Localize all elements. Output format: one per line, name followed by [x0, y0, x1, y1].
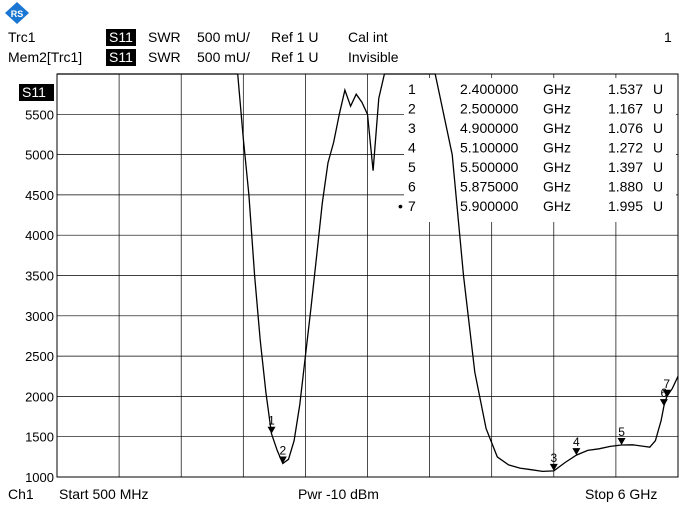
marker-number-label: 4: [573, 435, 580, 449]
markers: 1 2 3 4 5 67: [267, 377, 671, 471]
marker-frequency-unit: GHz: [543, 140, 571, 156]
marker-value: 1.272: [608, 140, 643, 156]
marker-frequency-unit: GHz: [543, 159, 571, 175]
marker-frequency: 4.900000: [460, 120, 519, 136]
marker-number-label: 2: [279, 444, 286, 458]
y-tick-label: 5000: [25, 148, 54, 163]
marker-triangle: [617, 438, 626, 446]
marker-value-unit: U: [653, 81, 663, 97]
marker-value-unit: U: [653, 179, 663, 195]
y-tick-label: 2500: [25, 349, 54, 364]
marker-table-background: [404, 78, 676, 222]
marker-frequency-unit: GHz: [543, 198, 571, 214]
marker-table: 1 2.400000 GHz 1.537 U 2 2.500000 GHz 1.167 U 3 4.9…: [398, 78, 676, 222]
marker-frequency-unit: GHz: [543, 120, 571, 136]
svg-text:RS: RS: [11, 9, 24, 19]
y-tick-label: 2000: [25, 389, 54, 404]
memory-param-badge: S11: [106, 49, 136, 66]
marker-number: 7: [408, 198, 416, 214]
power-level: Pwr -10 dBm: [298, 486, 379, 502]
stop-frequency: Stop 6 GHz: [585, 486, 658, 502]
y-tick-label: 1500: [25, 430, 54, 445]
marker-value: 1.397: [608, 159, 643, 175]
trace-format: SWR: [148, 29, 181, 45]
marker-frequency-unit: GHz: [543, 81, 571, 97]
marker-number: 4: [408, 140, 416, 156]
y-tick-label: 4500: [25, 188, 54, 203]
marker-number: 6: [408, 179, 416, 195]
marker-value-unit: U: [653, 140, 663, 156]
marker-triangle: [659, 399, 668, 407]
y-tick-label: 4000: [25, 228, 54, 243]
cal-status: Cal int: [348, 29, 388, 45]
marker-number: 5: [408, 159, 416, 175]
marker-value: 1.995: [608, 198, 643, 214]
y-tick-label: 3500: [25, 269, 54, 284]
marker-triangle: [549, 463, 558, 471]
marker-number-label: 6: [661, 386, 668, 400]
memory-trace-name: Mem2[Trc1]: [8, 49, 83, 65]
marker-frequency: 5.875000: [460, 179, 519, 195]
y-axis-ticks: 5500 5000 4500 4000 3500 3000 2500 2000 1500 1000: [25, 107, 54, 485]
marker-number: 1: [408, 81, 416, 97]
marker-triangle: [572, 448, 581, 456]
memory-ref: Ref 1 U: [271, 49, 319, 65]
marker-frequency: 2.400000: [460, 81, 519, 97]
y-tick-label: 1000: [25, 470, 54, 485]
trace-label-badge: S11: [19, 84, 54, 101]
s11-trace-line: [57, 73, 679, 473]
marker-number: 2: [408, 101, 416, 117]
start-frequency: Start 500 MHz: [59, 486, 149, 502]
trace-name: Trc1: [8, 29, 36, 45]
marker-value: 1.167: [608, 101, 643, 117]
marker-triangle: [278, 456, 287, 464]
marker-value: 1.880: [608, 179, 643, 195]
marker-frequency-unit: GHz: [543, 101, 571, 117]
marker-frequency-unit: GHz: [543, 179, 571, 195]
active-marker-dot: •: [398, 198, 403, 214]
trace-param-badge: S11: [106, 29, 136, 46]
marker-number-label: 5: [618, 425, 625, 439]
marker-frequency: 5.100000: [460, 140, 519, 156]
memory-format: SWR: [148, 49, 181, 65]
memory-visibility: Invisible: [348, 49, 399, 65]
marker-value-unit: U: [653, 101, 663, 117]
marker-value-unit: U: [653, 120, 663, 136]
rohde-schwarz-logo-icon: RS: [5, 2, 29, 24]
marker-frequency: 5.500000: [460, 159, 519, 175]
marker-frequency: 5.900000: [460, 198, 519, 214]
marker-number: 3: [408, 120, 416, 136]
channel-number: 1: [664, 29, 672, 45]
marker-triangle: [662, 389, 671, 397]
y-tick-label: 3000: [25, 309, 54, 324]
marker-value: 1.076: [608, 120, 643, 136]
marker-triangle: [267, 426, 276, 434]
marker-number-label: 7: [663, 377, 670, 391]
y-tick-label: 5500: [25, 107, 54, 122]
memory-scale: 500 mU/: [197, 49, 250, 65]
channel-label: Ch1: [8, 486, 34, 502]
marker-value-unit: U: [653, 159, 663, 175]
marker-number-label: 3: [550, 451, 557, 465]
trace-ref: Ref 1 U: [271, 29, 319, 45]
marker-number-label: 1: [268, 414, 275, 428]
marker-frequency: 2.500000: [460, 101, 519, 117]
marker-value: 1.537: [608, 81, 643, 97]
trace-scale: 500 mU/: [197, 29, 250, 45]
marker-value-unit: U: [653, 198, 663, 214]
